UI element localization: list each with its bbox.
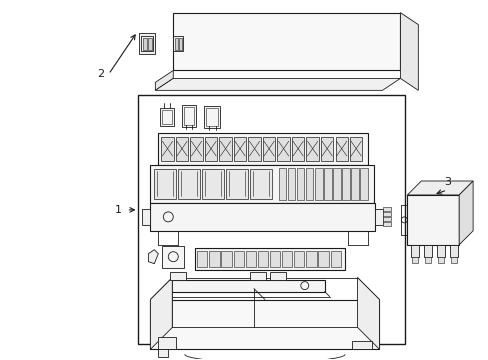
Polygon shape — [400, 13, 417, 90]
Bar — [160, 108, 174, 126]
Bar — [269, 272, 285, 280]
Bar — [233, 137, 246, 161]
Bar — [195, 248, 344, 270]
Bar — [150, 203, 375, 231]
Bar — [203, 106, 220, 128]
Bar — [142, 209, 150, 225]
Bar — [202, 169, 224, 199]
Text: 1: 1 — [115, 205, 122, 215]
Bar — [437, 257, 443, 263]
Bar — [150, 165, 373, 203]
Bar — [141, 36, 153, 51]
Bar — [158, 133, 367, 165]
Text: 3: 3 — [443, 177, 450, 187]
Bar — [335, 137, 347, 161]
Bar — [158, 337, 176, 349]
Polygon shape — [150, 278, 172, 349]
Bar — [294, 251, 304, 267]
Polygon shape — [407, 181, 472, 195]
Bar — [410, 245, 419, 257]
Bar — [170, 272, 186, 280]
Bar — [158, 349, 168, 357]
Bar — [182, 105, 196, 127]
Bar — [333, 168, 340, 200]
Bar — [190, 137, 202, 161]
Bar — [314, 168, 322, 200]
Bar — [219, 137, 231, 161]
Bar — [411, 257, 417, 263]
Bar — [225, 169, 247, 199]
Polygon shape — [155, 71, 173, 90]
Bar — [170, 280, 324, 292]
Bar — [277, 137, 289, 161]
Bar — [138, 95, 405, 345]
Bar — [278, 168, 285, 200]
Bar — [209, 251, 219, 267]
Bar — [249, 169, 271, 199]
Bar — [245, 251, 255, 267]
Bar — [269, 251, 280, 267]
Bar — [330, 251, 340, 267]
Bar — [349, 137, 362, 161]
Bar — [436, 245, 444, 257]
Bar — [173, 13, 400, 71]
Text: 2: 2 — [97, 69, 104, 80]
Bar — [360, 168, 367, 200]
Bar — [296, 168, 304, 200]
Bar — [221, 251, 231, 267]
Bar — [449, 245, 457, 257]
Bar — [249, 272, 265, 280]
Polygon shape — [357, 278, 379, 349]
Bar — [324, 168, 331, 200]
Bar — [263, 137, 275, 161]
Bar — [383, 207, 390, 211]
Bar — [233, 251, 244, 267]
Bar — [139, 32, 155, 54]
Bar — [154, 169, 176, 199]
Bar — [162, 246, 184, 268]
Bar — [184, 107, 194, 125]
Bar — [351, 341, 371, 349]
Bar — [150, 300, 379, 349]
Bar — [179, 37, 182, 50]
Bar — [306, 137, 318, 161]
Bar — [178, 169, 200, 199]
Bar — [407, 195, 458, 245]
Bar — [342, 168, 349, 200]
Bar — [383, 222, 390, 226]
Bar — [424, 245, 431, 257]
Bar — [204, 137, 217, 161]
Bar — [375, 209, 383, 225]
Bar — [162, 110, 172, 124]
Polygon shape — [155, 78, 400, 90]
Bar — [197, 251, 207, 267]
Bar — [287, 168, 295, 200]
Bar — [206, 108, 218, 126]
Bar — [383, 212, 390, 216]
Bar — [161, 137, 173, 161]
Polygon shape — [458, 181, 472, 245]
Polygon shape — [148, 250, 158, 264]
Bar — [148, 37, 152, 50]
Bar — [248, 137, 260, 161]
Bar — [305, 251, 316, 267]
Bar — [282, 251, 292, 267]
Bar — [291, 137, 304, 161]
Bar — [143, 37, 147, 50]
Bar — [176, 137, 188, 161]
Bar — [173, 36, 183, 51]
Bar — [351, 168, 358, 200]
Bar — [425, 257, 430, 263]
Bar — [318, 251, 328, 267]
Bar — [383, 217, 390, 221]
Bar — [305, 168, 313, 200]
Bar — [450, 257, 456, 263]
Bar — [175, 37, 178, 50]
Bar — [320, 137, 333, 161]
Bar — [257, 251, 267, 267]
